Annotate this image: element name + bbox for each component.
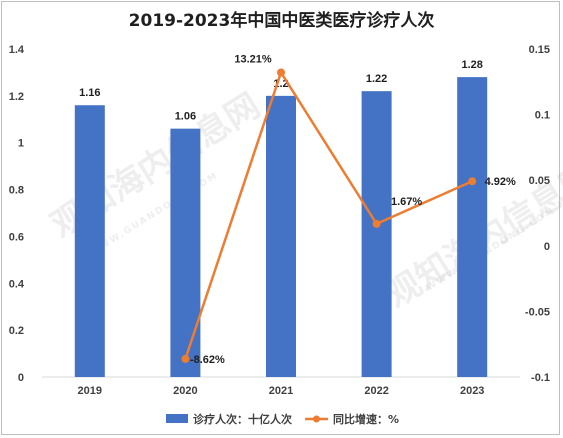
line-series: [184, 71, 473, 360]
y-left-tick-label: 0.2: [9, 325, 24, 337]
y-right-tick-label: 0.1: [535, 110, 550, 122]
y-left-tick-label: 0: [18, 372, 24, 384]
y-left-tick-label: 1: [18, 138, 24, 150]
legend-label-bar: 诊疗人次：十亿人次: [193, 412, 292, 426]
y-left-tick-label: 1.4: [9, 44, 25, 56]
legend-swatch-bar: [166, 414, 188, 423]
y-right-tick-label: -0.05: [525, 306, 550, 318]
bar: [170, 128, 201, 377]
y-right-tick-label: 0: [544, 241, 550, 253]
bar: [266, 95, 296, 377]
y-left-tick-label: 0.6: [9, 231, 24, 243]
x-tick-label: 2023: [460, 385, 484, 397]
chart-title: 2019-2023年中国中医类医疗诊疗人次: [128, 11, 435, 31]
y-right-tick-label: 0.05: [529, 175, 550, 187]
line-point: [277, 68, 285, 77]
line-point: [372, 219, 381, 228]
x-tick-label: 2019: [78, 385, 102, 397]
bar-data-label: 1.06: [175, 111, 196, 123]
y-left-tick-label: 0.8: [9, 185, 24, 197]
line-data-label: -8.62%: [190, 354, 225, 366]
y-right-tick-label: 0.15: [529, 44, 550, 56]
bar: [457, 77, 488, 377]
x-tick-label: 2021: [269, 385, 293, 397]
y-left-tick-label: 0.4: [9, 278, 25, 290]
line-data-label: 1.67%: [391, 196, 422, 208]
line-data-label: 4.92%: [485, 176, 516, 188]
bar: [74, 105, 105, 377]
legend-label-line: 同比增速：%: [333, 412, 399, 426]
legend-swatch-line-marker: [313, 415, 320, 423]
bar-data-label: 1.22: [366, 73, 387, 85]
line-point: [181, 354, 190, 363]
x-tick-label: 2020: [173, 385, 197, 397]
x-tick-label: 2022: [364, 385, 388, 397]
y-right-tick-label: -0.1: [531, 372, 550, 384]
y-left-tick-label: 1.2: [9, 91, 24, 103]
line-data-label: 13.21%: [234, 53, 272, 65]
bar-data-label: 1.16: [79, 87, 100, 99]
bar-data-label: 1.28: [461, 59, 482, 71]
line-point: [468, 177, 477, 186]
bar: [361, 91, 392, 378]
